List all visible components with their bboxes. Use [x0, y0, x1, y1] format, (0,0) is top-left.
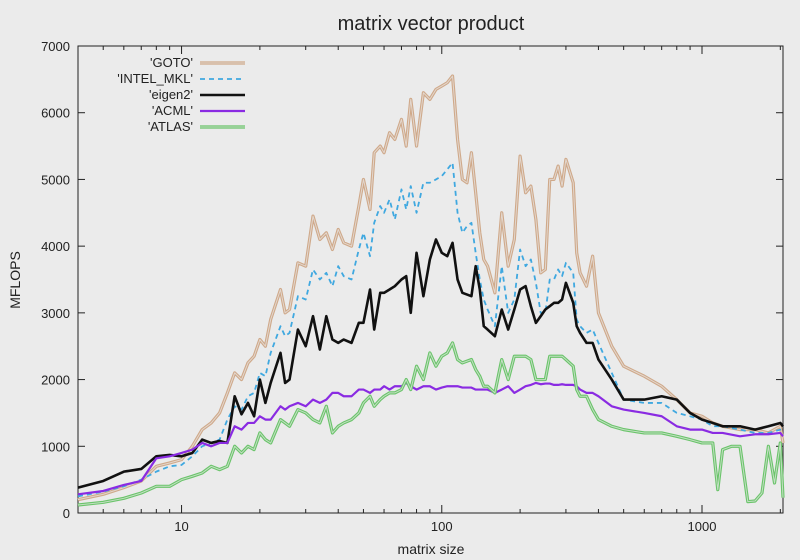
y-tick-label: 3000	[41, 306, 70, 321]
x-tick-label: 100	[431, 519, 453, 534]
series-line-inner	[77, 342, 784, 506]
series-line	[77, 381, 784, 496]
y-tick-label: 7000	[41, 39, 70, 54]
legend-label: 'ATLAS'	[148, 119, 193, 134]
y-tick-label: 4000	[41, 239, 70, 254]
plot-frame	[77, 45, 784, 514]
series-line-inner	[77, 75, 784, 501]
x-tick-label: 10	[174, 519, 188, 534]
y-tick-label: 5000	[41, 172, 70, 187]
x-axis-label: matrix size	[398, 541, 465, 557]
y-tick-label: 6000	[41, 106, 70, 121]
y-tick-label: 1000	[41, 439, 70, 454]
legend-label: 'INTEL_MKL'	[117, 71, 193, 86]
y-tick-label: 2000	[41, 373, 70, 388]
plot-area: 0 1000 2000 3000 4000 5000 6000 7000 10 100 1000 'G…	[41, 39, 785, 534]
series-line	[77, 238, 785, 489]
legend-label: 'GOTO'	[150, 55, 193, 70]
y-tick-label: 0	[63, 506, 70, 521]
series-line	[77, 161, 783, 498]
legend-label: 'eigen2'	[149, 87, 193, 102]
chart-title: matrix vector product	[338, 13, 525, 35]
x-tick-label: 1000	[688, 519, 717, 534]
legend-label: 'ACML'	[152, 103, 193, 118]
y-axis-label: MFLOPS	[7, 251, 23, 309]
